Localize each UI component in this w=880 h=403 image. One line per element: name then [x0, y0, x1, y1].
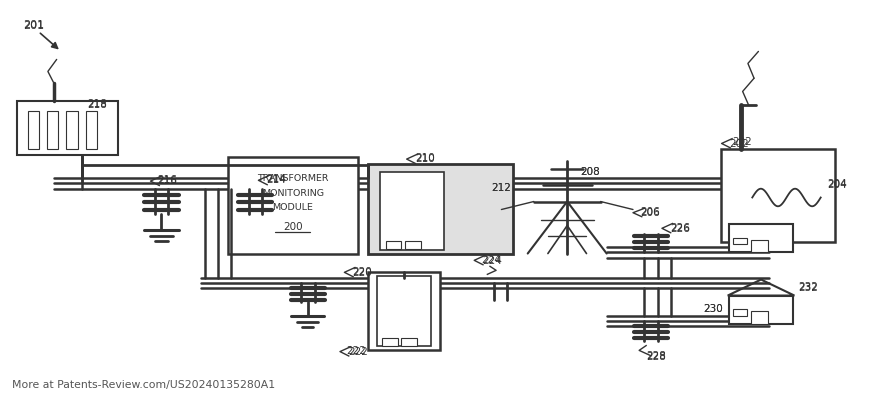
- Text: MODULE: MODULE: [272, 203, 313, 212]
- Bar: [380, 172, 444, 250]
- Text: 226: 226: [670, 224, 690, 233]
- Text: 218: 218: [87, 100, 107, 110]
- Text: 220: 220: [352, 268, 372, 278]
- Text: More at Patents-Review.com/US20240135280A1: More at Patents-Review.com/US20240135280…: [12, 380, 275, 391]
- Text: 202: 202: [730, 139, 749, 149]
- Bar: [733, 309, 747, 316]
- Bar: [368, 164, 513, 254]
- Text: 230: 230: [703, 304, 722, 314]
- Text: 208: 208: [580, 168, 600, 177]
- Bar: [730, 224, 793, 252]
- Text: 212: 212: [491, 183, 510, 193]
- Bar: [85, 112, 97, 150]
- Bar: [751, 239, 768, 252]
- Bar: [385, 241, 401, 249]
- Text: TRANSFORMER: TRANSFORMER: [257, 174, 328, 183]
- Text: 208: 208: [580, 167, 600, 177]
- Text: 210: 210: [415, 154, 436, 164]
- Text: 218: 218: [87, 100, 107, 110]
- Text: 230: 230: [703, 303, 722, 314]
- Bar: [368, 272, 440, 350]
- Bar: [405, 241, 421, 249]
- Text: 204: 204: [828, 180, 847, 190]
- Text: 224: 224: [481, 255, 501, 265]
- Text: MONITORING: MONITORING: [261, 189, 324, 197]
- Text: 232: 232: [798, 283, 818, 293]
- Bar: [47, 112, 58, 150]
- Bar: [401, 338, 417, 346]
- Text: 214: 214: [267, 175, 286, 185]
- Text: 222: 222: [346, 347, 366, 356]
- Text: 212: 212: [491, 183, 510, 193]
- Text: 226: 226: [670, 223, 690, 233]
- Text: 204: 204: [828, 179, 847, 189]
- Bar: [27, 112, 39, 150]
- Bar: [751, 311, 768, 324]
- Text: 206: 206: [640, 207, 660, 217]
- Bar: [721, 150, 835, 241]
- Text: 232: 232: [798, 282, 818, 292]
- Text: 216: 216: [158, 176, 178, 186]
- Text: 201: 201: [23, 21, 45, 31]
- Bar: [66, 112, 77, 150]
- Text: 222: 222: [348, 347, 368, 357]
- Bar: [733, 238, 747, 244]
- Text: 228: 228: [646, 351, 666, 361]
- Bar: [18, 102, 118, 156]
- Text: 220: 220: [352, 267, 372, 277]
- Text: 201: 201: [23, 20, 45, 30]
- Text: 228: 228: [646, 351, 666, 361]
- Text: 216: 216: [158, 175, 178, 185]
- Text: 224: 224: [482, 256, 502, 266]
- Text: 210: 210: [415, 153, 436, 163]
- Bar: [228, 158, 357, 253]
- Bar: [730, 295, 793, 324]
- Bar: [377, 276, 431, 347]
- Text: 202: 202: [732, 137, 752, 147]
- Bar: [382, 338, 398, 346]
- Text: 206: 206: [640, 208, 660, 218]
- Text: 214: 214: [267, 174, 286, 184]
- Text: 200: 200: [282, 222, 303, 232]
